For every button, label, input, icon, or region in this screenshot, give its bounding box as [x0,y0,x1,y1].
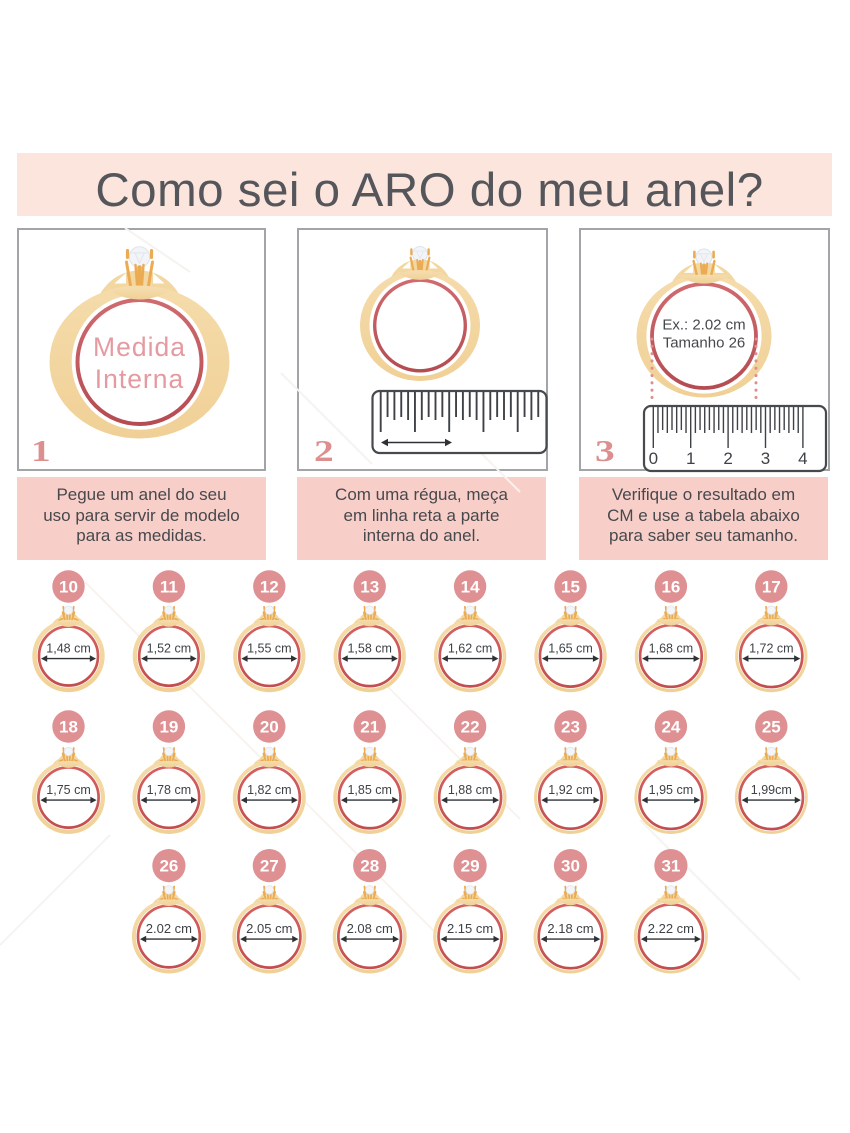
svg-text:14: 14 [461,577,480,596]
svg-text:12: 12 [260,577,279,596]
svg-text:2.22 cm: 2.22 cm [648,921,694,936]
svg-text:3: 3 [761,449,770,468]
svg-text:10: 10 [59,577,78,596]
svg-text:28: 28 [360,857,379,876]
svg-text:15: 15 [561,577,580,596]
svg-text:1,95 cm: 1,95 cm [649,783,693,797]
svg-text:18: 18 [59,717,78,736]
svg-text:19: 19 [159,717,178,736]
svg-text:1,75 cm: 1,75 cm [46,783,90,797]
svg-text:Interna: Interna [95,364,185,394]
svg-text:1,88 cm: 1,88 cm [448,783,492,797]
svg-text:11: 11 [160,577,178,596]
svg-text:23: 23 [561,717,580,736]
svg-text:1,48 cm: 1,48 cm [46,641,90,655]
svg-text:20: 20 [260,717,279,736]
svg-text:26: 26 [159,857,178,876]
svg-text:1,99cm: 1,99cm [751,783,792,797]
svg-text:1,55 cm: 1,55 cm [247,641,291,655]
svg-text:27: 27 [260,857,279,876]
svg-text:1,65 cm: 1,65 cm [548,641,592,655]
svg-text:2.18 cm: 2.18 cm [547,921,593,936]
svg-text:25: 25 [762,717,781,736]
svg-text:22: 22 [461,717,480,736]
svg-text:16: 16 [661,577,680,596]
svg-text:1,85 cm: 1,85 cm [347,783,391,797]
svg-text:1,78 cm: 1,78 cm [147,783,191,797]
svg-text:1: 1 [686,449,695,468]
svg-text:13: 13 [360,577,379,596]
svg-text:2.15 cm: 2.15 cm [447,921,493,936]
svg-text:2.05 cm: 2.05 cm [246,921,292,936]
svg-text:24: 24 [661,717,680,736]
svg-text:Tamanho 26: Tamanho 26 [663,335,746,352]
svg-text:30: 30 [561,857,580,876]
svg-text:1,62 cm: 1,62 cm [448,641,492,655]
svg-text:Medida: Medida [93,332,186,362]
svg-text:1,82 cm: 1,82 cm [247,783,291,797]
svg-text:1,68 cm: 1,68 cm [649,641,693,655]
svg-text:17: 17 [762,577,781,596]
svg-text:1,58 cm: 1,58 cm [347,641,391,655]
svg-text:31: 31 [661,857,680,876]
svg-text:1,72 cm: 1,72 cm [749,641,793,655]
svg-text:1,92 cm: 1,92 cm [548,783,592,797]
svg-text:2: 2 [723,449,732,468]
svg-text:Ex.: 2.02 cm: Ex.: 2.02 cm [662,317,745,334]
svg-text:21: 21 [360,717,379,736]
svg-text:4: 4 [798,449,807,468]
svg-text:0: 0 [649,449,658,468]
svg-text:2.02 cm: 2.02 cm [146,921,192,936]
svg-text:2.08 cm: 2.08 cm [347,921,393,936]
svg-text:1,52 cm: 1,52 cm [147,641,191,655]
svg-text:29: 29 [461,857,480,876]
